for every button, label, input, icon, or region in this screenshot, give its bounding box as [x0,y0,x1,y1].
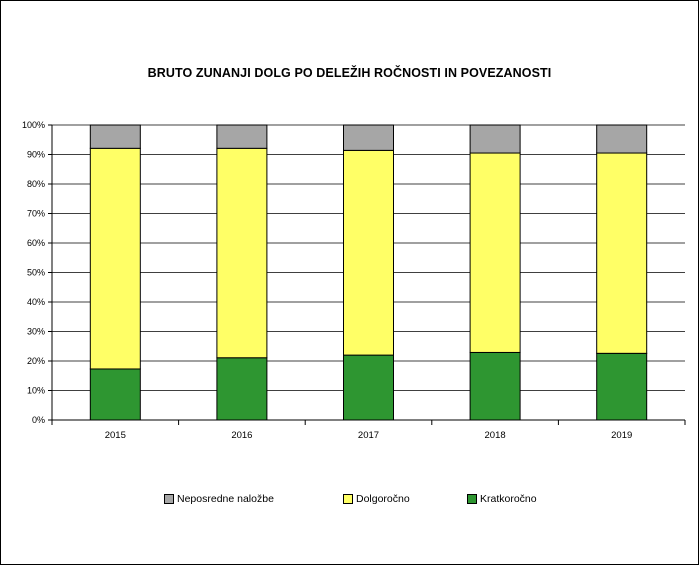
y-tick-label: 60% [27,238,45,248]
x-tick-label: 2018 [485,430,506,441]
x-tick-label: 2017 [358,430,379,441]
chart-title: BRUTO ZUNANJI DOLG PO DELEŽIH ROČNOSTI I… [147,66,552,80]
bar-segment [596,124,648,154]
x-tick-label: 2019 [611,430,632,441]
x-tick-label: 2015 [105,430,126,441]
legend-swatch [164,494,174,504]
bar-segment [343,124,394,151]
y-tick-label: 70% [27,209,45,219]
legend-item: Kratkoročno [467,493,537,505]
bar-segment [216,147,268,359]
y-tick-label: 90% [27,150,45,160]
bar-segment [343,149,394,356]
y-tick-label: 30% [27,327,45,337]
y-tick-label: 80% [27,179,45,189]
legend-swatch [343,494,353,504]
legend-label: Neposredne naložbe [177,493,274,505]
bar-segment [89,368,141,421]
y-tick-label: 0% [32,415,45,425]
x-tick-label: 2016 [231,430,252,441]
bar-segment [469,351,521,421]
bar-segment [89,124,141,149]
bar-segment [216,357,268,421]
legend-label: Kratkoročno [480,493,537,505]
y-tick-label: 40% [27,297,45,307]
y-tick-label: 10% [27,386,45,396]
bar-segment [469,124,521,154]
legend-item: Neposredne naložbe [164,493,274,505]
bar-segment [469,152,521,353]
bar-segment [596,152,648,354]
bar-segment [216,124,268,149]
bar-segment [343,354,394,421]
legend: Neposredne naložbe Dolgoročno Kratkoročno [0,493,699,507]
bar-segment [596,352,648,421]
legend-label: Dolgoročno [356,493,410,505]
legend-item: Dolgoročno [343,493,410,505]
y-tick-label: 100% [22,120,45,130]
y-tick-label: 20% [27,356,45,366]
legend-swatch [467,494,477,504]
bar-segment [89,147,141,370]
y-tick-label: 50% [27,268,45,278]
